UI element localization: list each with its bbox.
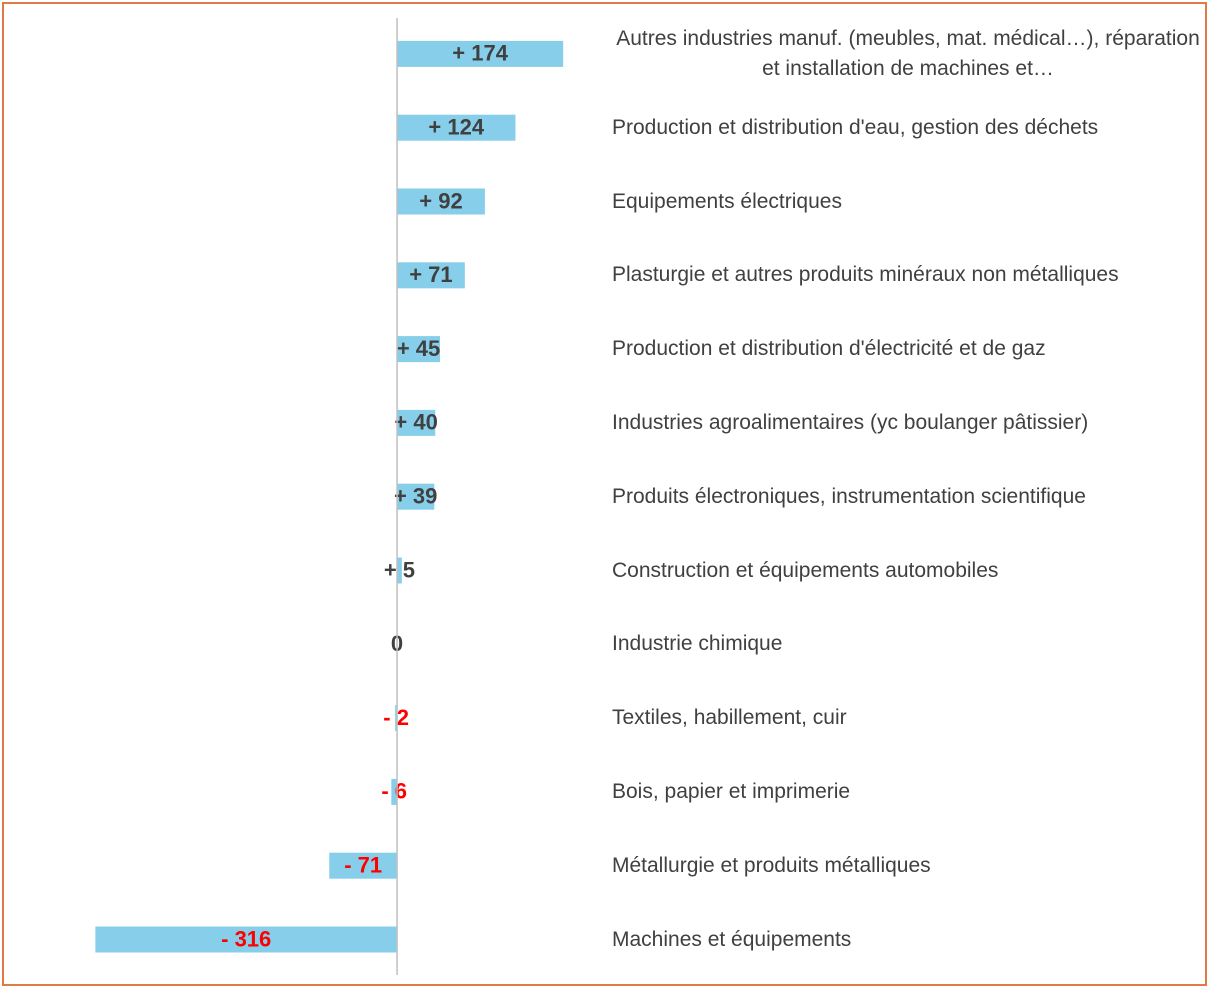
bar <box>397 557 402 584</box>
bar <box>391 778 398 805</box>
bar <box>397 40 564 67</box>
value-label: + 71 <box>409 262 452 287</box>
category-label: Industries agroalimentaires (yc boulange… <box>612 410 1089 434</box>
value-label: + 39 <box>394 484 437 509</box>
category-label: Plasturgie et autres produits minéraux n… <box>612 263 1119 287</box>
category-label: Machines et équipements <box>612 927 852 951</box>
category-label: Métallurgie et produits métalliques <box>612 853 931 877</box>
value-label: + 45 <box>397 336 440 361</box>
value-label: + 5 <box>384 557 415 582</box>
bar <box>395 705 398 732</box>
bar <box>329 852 398 879</box>
category-label: Autres industries manuf. (meubles, mat. … <box>616 26 1200 80</box>
value-label: - 2 <box>383 705 409 730</box>
bar <box>397 336 441 363</box>
value-label: - 316 <box>221 926 271 951</box>
category-label: Production et distribution d'eau, gestio… <box>612 115 1099 139</box>
value-label: + 40 <box>394 410 437 435</box>
bar <box>397 262 465 289</box>
category-label: Bois, papier et imprimerie <box>612 779 851 803</box>
category-label: Industrie chimique <box>612 632 783 656</box>
value-label: + 92 <box>419 188 462 213</box>
value-label: - 71 <box>344 853 382 878</box>
value-label: + 174 <box>452 41 508 66</box>
category-label: Equipements électriques <box>612 189 842 213</box>
value-label: - 6 <box>381 779 407 804</box>
bar <box>397 188 485 215</box>
bar <box>397 483 435 510</box>
category-label: Produits électroniques, instrumentation … <box>612 484 1086 508</box>
bar <box>95 926 398 953</box>
bar <box>397 114 516 141</box>
category-label: Production et distribution d'électricité… <box>612 337 1046 361</box>
bar <box>397 409 436 436</box>
category-label: Textiles, habillement, cuir <box>612 706 847 730</box>
value-label: + 124 <box>428 115 484 140</box>
category-label: Construction et équipements automobiles <box>612 558 999 582</box>
